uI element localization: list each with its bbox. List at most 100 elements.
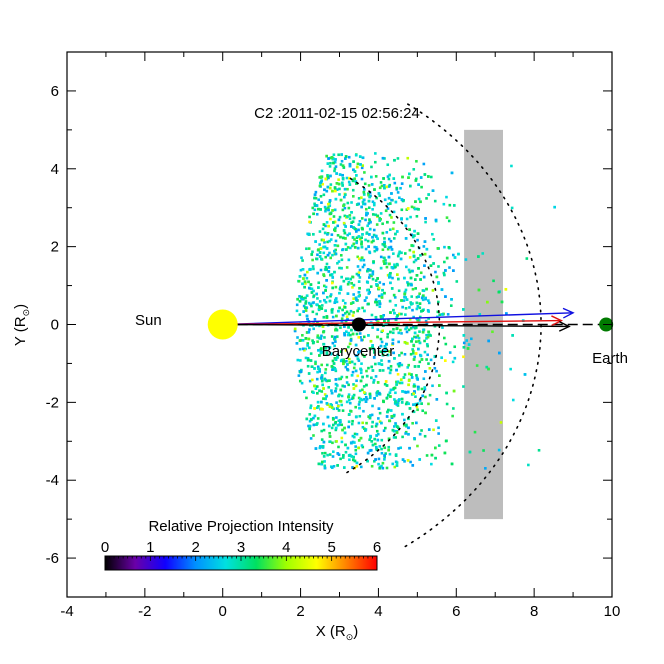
cloud-point	[412, 325, 415, 329]
earth-label: Earth	[592, 350, 628, 367]
x-tick-label: 2	[296, 603, 304, 620]
cloud-point	[333, 160, 337, 164]
cloud-point	[339, 457, 342, 461]
cloud-point	[367, 206, 371, 210]
cloud-point	[420, 387, 424, 391]
cloud-point	[307, 424, 310, 428]
cloud-point	[413, 229, 416, 233]
cloud-point	[354, 153, 358, 157]
cloud-point	[355, 465, 359, 468]
cloud-point	[363, 202, 367, 206]
cloud-point	[423, 434, 427, 438]
cloud-point	[388, 213, 392, 217]
cloud-point	[432, 428, 435, 432]
cloud-point	[342, 362, 345, 366]
cloud-point	[372, 356, 376, 359]
cloud-point	[366, 281, 370, 284]
cloud-point	[360, 205, 363, 209]
cloud-point	[404, 432, 407, 435]
cloud-point	[348, 413, 351, 416]
cloud-point	[415, 317, 419, 321]
cloud-point	[337, 218, 341, 222]
cloud-point	[339, 326, 342, 329]
cloud-point	[438, 313, 441, 316]
cloud-point	[359, 367, 362, 371]
cloud-point	[324, 289, 327, 292]
cloud-point	[398, 381, 402, 385]
cloud-point	[296, 358, 300, 362]
cloud-point	[336, 234, 340, 237]
cloud-point	[340, 440, 344, 444]
cloud-point	[372, 347, 375, 351]
barycenter-marker	[351, 317, 366, 332]
cloud-point	[374, 175, 378, 178]
cloud-point	[317, 405, 320, 408]
cloud-point	[367, 245, 370, 248]
cloud-point	[313, 414, 317, 418]
cloud-point	[374, 279, 378, 282]
x-tick-label: 6	[452, 603, 460, 620]
cloud-point	[331, 441, 334, 445]
cloud-point	[325, 315, 329, 318]
cloud-point	[352, 168, 355, 172]
cloud-point	[425, 322, 429, 325]
cloud-point	[394, 200, 398, 204]
cloud-point	[360, 236, 363, 240]
cloud-point	[387, 255, 391, 259]
cloud-point	[468, 450, 472, 454]
cloud-point	[395, 230, 399, 233]
cloud-point	[327, 157, 330, 160]
cloud-point	[334, 428, 338, 432]
cloud-point	[417, 339, 421, 343]
cloud-point	[304, 296, 307, 300]
cloud-point	[404, 306, 408, 310]
cloud-point	[424, 319, 428, 323]
cloud-point	[416, 257, 420, 260]
cloud-point	[430, 453, 434, 457]
cloud-point	[357, 295, 361, 298]
cloud-point	[421, 298, 425, 302]
cloud-point	[437, 432, 440, 435]
cloud-point	[315, 312, 319, 316]
cloud-point	[312, 391, 315, 395]
cloud-point	[307, 337, 311, 341]
cloud-point	[437, 282, 440, 285]
cloud-point	[422, 275, 426, 279]
cloud-point	[330, 273, 334, 276]
cloud-point	[317, 349, 320, 352]
cloud-point	[362, 198, 366, 202]
cloud-point	[357, 273, 360, 277]
cloud-point	[452, 269, 455, 272]
cloud-point	[349, 337, 353, 341]
cloud-point	[400, 217, 403, 221]
cloud-point	[347, 383, 350, 387]
cloud-point	[324, 368, 328, 371]
cloud-point	[422, 294, 425, 298]
cloud-point	[346, 215, 349, 218]
cloud-point	[351, 188, 355, 192]
cloud-point	[313, 202, 316, 206]
cloud-point	[319, 351, 323, 355]
cloud-point	[422, 289, 426, 293]
cloud-point	[345, 400, 349, 404]
colorbar-tick-label: 3	[237, 539, 245, 556]
cloud-point	[315, 406, 319, 410]
cloud-point	[318, 446, 322, 450]
cloud-point	[342, 279, 346, 283]
cloud-point	[352, 297, 355, 300]
cloud-point	[339, 388, 343, 392]
cloud-point	[339, 198, 343, 202]
cloud-point	[406, 366, 410, 369]
cloud-point	[379, 217, 382, 221]
cloud-point	[295, 303, 299, 307]
cloud-point	[301, 347, 305, 351]
cloud-point	[374, 315, 378, 319]
cloud-point	[453, 345, 457, 349]
cloud-point	[392, 237, 396, 240]
cloud-point	[409, 303, 413, 306]
cloud-point	[372, 203, 376, 207]
cloud-point	[380, 464, 383, 468]
cloud-point	[414, 179, 418, 182]
cloud-point	[443, 260, 446, 264]
cloud-point	[412, 255, 416, 258]
